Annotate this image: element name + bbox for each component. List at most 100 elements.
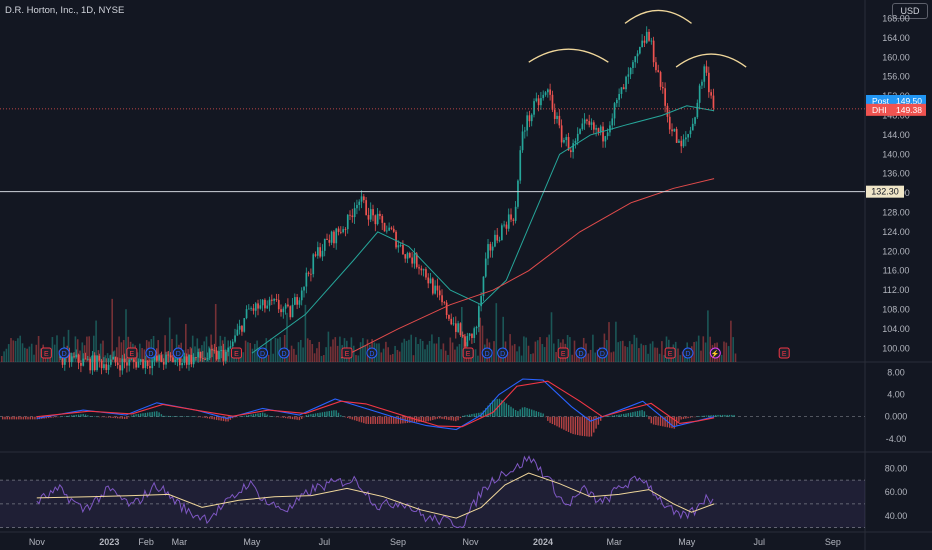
volume-bar [677,348,679,362]
x-axis-tick-label: Nov [463,537,480,547]
volume-bar [723,341,725,362]
macd-histogram-bar [4,416,6,420]
volume-bar [311,344,314,362]
volume-bar [286,312,288,362]
macd-histogram-bar [202,416,204,418]
candles [59,26,715,377]
volume-bar [185,323,187,362]
macd-histogram-bar [66,415,68,417]
candle-body [517,180,519,207]
macd-histogram-bar [107,416,110,418]
macd-histogram-bar [22,416,25,420]
volume-bar [58,350,61,362]
candle-body [438,290,441,296]
candle-body [675,128,678,143]
macd-histogram-bar [443,416,445,420]
macd-histogram-bar [140,413,142,417]
volume-bar [481,325,484,362]
candle-body [61,354,64,365]
volume-bar [385,341,387,362]
candle-body [121,358,124,371]
macd-histogram-bar [84,414,87,417]
candle-body [445,302,448,315]
candle-body [96,355,98,371]
candle-body [708,72,710,93]
macd-histogram-bar [533,410,535,417]
candle-body [321,250,324,257]
volume-bar [697,335,700,362]
candle-body [268,299,271,306]
candle-body [544,92,547,95]
macd-histogram-bar [696,416,698,417]
macd-histogram-bar [135,414,137,417]
candle-body [466,336,469,347]
macd-histogram-bar [455,416,457,422]
volume-bar [398,351,401,362]
dividend-marker-label: D [485,351,490,358]
volume-bar [219,335,222,362]
macd-histogram-bar [524,407,526,417]
macd-histogram-bar [215,416,218,420]
candle-body [225,351,227,361]
volume-bar [493,341,495,362]
candle-body [351,215,354,218]
candle-body [107,364,110,370]
macd-histogram-bar [333,410,335,417]
candle-body [526,115,529,131]
macd-histogram-bar [567,416,570,433]
macd-histogram-bar [6,416,8,420]
macd-histogram-bar [195,416,197,418]
candle-body [441,295,443,303]
candle-body [606,132,609,137]
y-axis-tick-label: 168.00 [882,14,910,24]
candle-body [335,228,338,244]
macd-histogram-bar [48,416,50,419]
volume-bar [732,337,734,362]
candle-body [590,122,593,125]
macd-histogram-bar [581,416,583,436]
candle-body [110,359,112,365]
volume-bar [451,342,454,362]
volume-bar [189,346,192,362]
candle-body [655,62,657,71]
candle-body [206,358,209,360]
currency-badge[interactable]: USD [892,3,928,19]
candle-body [229,346,232,348]
macd-histogram-bar [353,416,356,421]
macd-histogram-bar [68,415,71,417]
earnings-marker [40,347,52,359]
macd-histogram-bar [128,416,130,418]
macd-histogram-bar [54,416,57,418]
y-axis-tick-label: 140.00 [882,149,910,159]
macd-histogram-bar [728,414,731,417]
candle-body [133,359,135,362]
macd-histogram-bar [119,416,121,419]
volume-bar [458,344,461,362]
macd-histogram-bar [146,412,149,417]
volume-bar [288,349,291,362]
candle-body [392,228,395,232]
volume-bar [603,333,606,362]
dividend-marker [575,347,587,359]
macd-histogram-bar [234,416,236,418]
candle-body [461,335,464,337]
volume-bar [401,342,403,362]
rsi-tick-label: 80.00 [885,463,908,473]
volume-bar [323,355,325,362]
earnings-marker [462,347,474,359]
volume-bar [541,343,544,362]
macd-histogram-bar [687,416,689,419]
volume-bar [548,334,550,362]
macd-histogram-bar [179,416,181,417]
volume-bar [684,355,686,362]
candle-body [241,325,243,332]
candle-body [567,137,570,151]
macd-histogram-bar [413,416,416,423]
macd-histogram-bar [52,416,54,418]
macd-histogram-bar [160,414,163,417]
macd-histogram-bar [521,407,524,417]
candle-body [68,352,71,363]
candle-body [586,119,588,122]
candle-body [259,305,262,309]
